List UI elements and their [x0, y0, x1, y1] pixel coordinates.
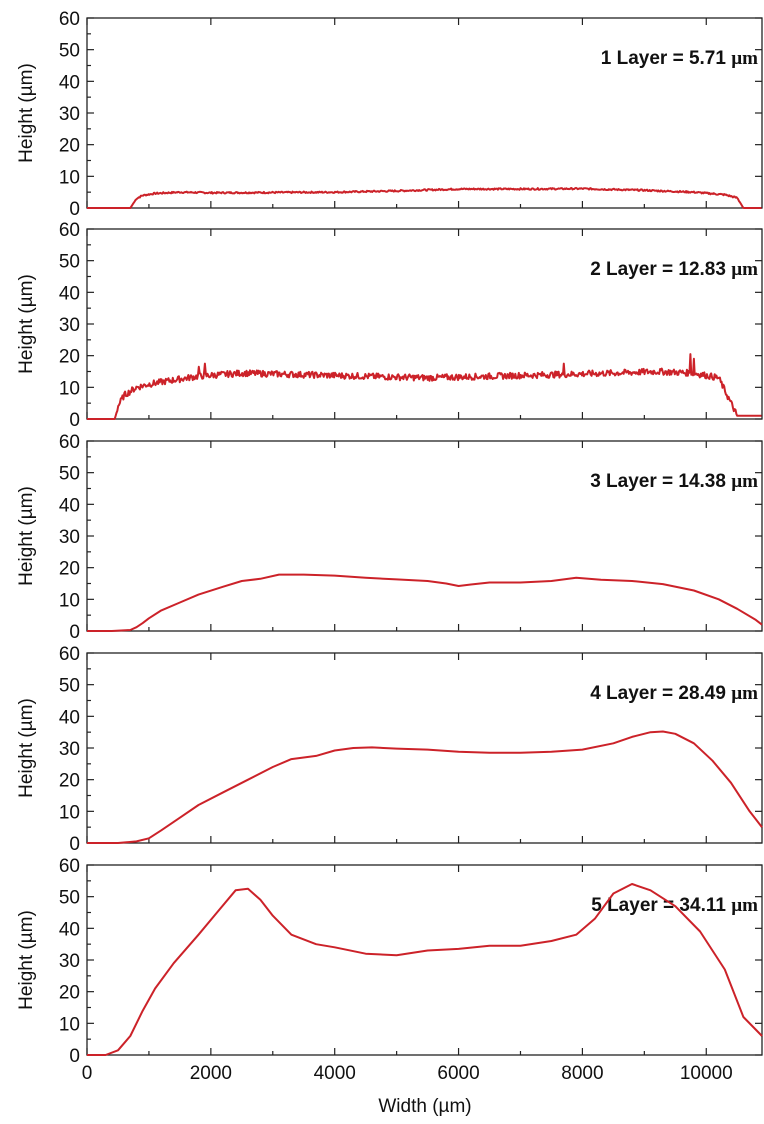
y-tick-label: 0 [69, 1046, 80, 1067]
panel-frame [86, 864, 763, 1056]
panel-frame [86, 228, 763, 420]
y-tick-label: 20 [59, 136, 80, 157]
y-tick-label: 20 [59, 347, 80, 368]
panel-annotation: 1 Layer = 5.71 µm [601, 48, 758, 69]
y-tick-label: 60 [59, 856, 80, 877]
x-tick-label: 2000 [190, 1063, 232, 1084]
panel-annotation: 3 Layer = 14.38 µm [590, 471, 758, 492]
y-tick-label: 40 [59, 283, 80, 304]
y-tick-label: 40 [59, 72, 80, 93]
y-axis-label: Height (µm) [16, 910, 37, 1010]
height-profile-line [87, 883, 763, 1056]
y-tick-label: 0 [69, 410, 80, 431]
panel-annotation-text: 3 Layer = 14.38 [590, 471, 731, 492]
panel-annotation: 5 Layer = 34.11 µm [591, 895, 758, 916]
x-tick-label: 6000 [437, 1063, 479, 1084]
panels-group: 0 10 20 30 40 50 60 Height (µm) 1 Layer = 5.71 µ… [16, 9, 763, 1067]
y-tick-label: 50 [59, 464, 80, 485]
panel-2: 0 10 20 30 40 50 60 Height (µm) 2 Layer = 12.83 … [16, 220, 763, 431]
y-tick-label: 50 [59, 41, 80, 62]
panel-frame [86, 652, 763, 844]
panel-frame [86, 440, 763, 632]
y-tick-label: 60 [59, 432, 80, 453]
y-tick-label: 40 [59, 919, 80, 940]
y-tick-label: 0 [69, 622, 80, 643]
y-tick-label: 10 [59, 590, 80, 611]
panel-annotation-text: 1 Layer = 5.71 [601, 48, 731, 69]
y-tick-label: 60 [59, 220, 80, 241]
panel-annotation-text: 2 Layer = 12.83 [590, 259, 731, 280]
panel-4: 0 10 20 30 40 50 60 Height (µm) 4 Layer = 28.49 … [16, 644, 763, 855]
y-tick-label: 0 [69, 834, 80, 855]
y-tick-label: 50 [59, 252, 80, 273]
y-tick-label: 20 [59, 771, 80, 792]
panel-annotation-unit: µm [731, 259, 758, 280]
y-tick-label: 10 [59, 1014, 80, 1035]
y-tick-label: 10 [59, 802, 80, 823]
y-axis-label: Height (µm) [16, 274, 37, 374]
panel-annotation-unit: µm [731, 895, 758, 916]
y-tick-label: 50 [59, 888, 80, 909]
y-tick-label: 0 [69, 199, 80, 220]
height-profile-line [86, 353, 762, 420]
panel-annotation-unit: µm [731, 471, 758, 492]
height-profile-line [87, 573, 763, 632]
y-tick-label: 50 [59, 676, 80, 697]
y-axis-label: Height (µm) [16, 63, 37, 163]
y-tick-label: 30 [59, 104, 80, 125]
height-profile-line [87, 730, 763, 844]
x-tick-label: 10000 [680, 1063, 733, 1084]
x-axis: 0 2000 4000 6000 8000 10000 [82, 1063, 733, 1084]
y-tick-label: 30 [59, 315, 80, 336]
y-tick-label: 30 [59, 527, 80, 548]
panel-1: 0 10 20 30 40 50 60 Height (µm) 1 Layer = 5.71 µ… [16, 9, 763, 220]
y-tick-label: 20 [59, 559, 80, 580]
x-axis-label: Width (µm) [378, 1096, 471, 1117]
y-tick-label: 40 [59, 707, 80, 728]
panel-frame [86, 17, 763, 209]
y-tick-label: 20 [59, 983, 80, 1004]
y-tick-label: 30 [59, 739, 80, 760]
panel-5: 0 10 20 30 40 50 60 Height (µm) 5 Layer = 34.11 … [16, 856, 763, 1067]
x-tick-label: 4000 [314, 1063, 356, 1084]
panel-annotation-text: 5 Layer = 34.11 [591, 895, 731, 916]
y-axis-label: Height (µm) [16, 698, 37, 798]
panel-annotation: 4 Layer = 28.49 µm [590, 683, 758, 704]
y-axis-label: Height (µm) [16, 486, 37, 586]
height-profile-line [86, 186, 762, 209]
panel-annotation-unit: µm [731, 683, 758, 704]
x-tick-label: 0 [82, 1063, 93, 1084]
x-tick-label: 8000 [561, 1063, 603, 1084]
panel-annotation-unit: µm [731, 48, 758, 69]
y-tick-label: 30 [59, 951, 80, 972]
y-tick-label: 10 [59, 167, 80, 188]
y-tick-label: 60 [59, 644, 80, 665]
panel-annotation-text: 4 Layer = 28.49 [590, 683, 731, 704]
y-tick-label: 10 [59, 378, 80, 399]
panel-annotation: 2 Layer = 12.83 µm [590, 259, 758, 280]
y-tick-label: 60 [59, 9, 80, 30]
panel-3: 0 10 20 30 40 50 60 Height (µm) 3 Layer = 14.38 … [16, 432, 763, 643]
y-tick-label: 40 [59, 495, 80, 516]
